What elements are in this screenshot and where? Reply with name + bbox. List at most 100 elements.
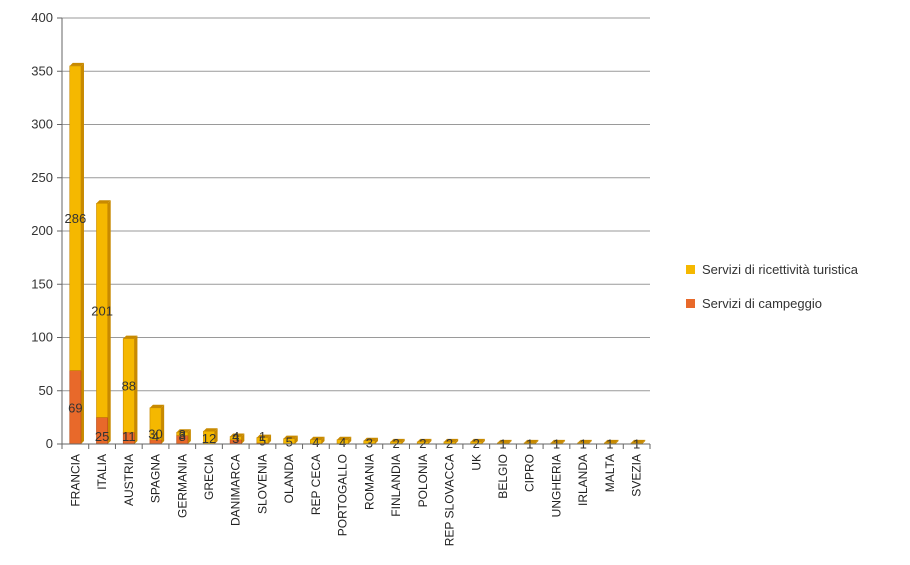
data-label-ricettivita: 5 — [286, 434, 293, 449]
bar-ricettivita-italia — [96, 203, 109, 418]
bar-side — [428, 438, 432, 444]
x-tick-label: SPAGNA — [149, 454, 163, 503]
bar-top — [390, 438, 405, 442]
bar-top — [230, 433, 245, 437]
legend: Servizi di ricettività turistica Servizi… — [686, 262, 859, 311]
y-tick-label: 50 — [39, 383, 53, 398]
bar-side — [615, 439, 619, 444]
data-label-campeggio: 1 — [259, 429, 266, 444]
data-label-ricettivita: 286 — [65, 211, 87, 226]
x-tick-label: GRECIA — [202, 454, 216, 500]
x-tick-label: ROMANIA — [362, 454, 376, 510]
bar-ricettivita-germania — [176, 431, 189, 436]
bar-top — [149, 404, 165, 408]
data-label-campeggio: 69 — [68, 400, 82, 415]
bar-top — [524, 439, 539, 443]
x-tick-label: POLONIA — [416, 454, 430, 507]
x-tick-label: PORTOGALLO — [336, 454, 350, 536]
bar-side — [481, 438, 485, 444]
bar-ricettivita-spagna — [149, 407, 162, 441]
x-tick-label: FINLANDIA — [389, 454, 403, 517]
bar-top — [256, 434, 272, 438]
x-axis: FRANCIA ITALIA AUSTRIA SPAGNA GERMANIA GRECIA… — [61, 443, 651, 546]
bar-top — [310, 436, 325, 440]
data-label-ricettivita: 2 — [446, 436, 453, 451]
legend-label-campeggio: Servizi di campeggio — [702, 296, 822, 311]
data-label-campeggio: 8 — [179, 429, 186, 444]
bar-top — [176, 429, 191, 433]
bar-side — [455, 438, 459, 444]
bar-side — [294, 435, 298, 444]
bar-top — [96, 200, 111, 204]
data-label-ricettivita: 5 — [259, 433, 266, 448]
bar-side — [401, 438, 405, 444]
data-label-ricettivita: 2 — [392, 436, 399, 451]
data-label-ricettivita: 3 — [232, 431, 239, 446]
bar-top — [203, 428, 218, 432]
bar-top — [417, 438, 432, 442]
bar-side — [187, 429, 191, 444]
legend-swatch-campeggio — [686, 299, 695, 308]
x-tick-label: UNGHERIA — [549, 454, 563, 517]
data-label-ricettivita: 2 — [419, 436, 426, 451]
bar-top — [283, 435, 298, 439]
x-tick-label: FRANCIA — [68, 454, 82, 507]
bar-ricettivita-francia — [69, 65, 82, 371]
bar-side — [321, 436, 325, 444]
data-label-campeggio: 4 — [152, 429, 159, 444]
bar-top — [550, 439, 566, 443]
bars — [69, 62, 646, 445]
bar-side — [161, 404, 165, 444]
x-tick-label: SVEZIA — [630, 454, 644, 497]
bar-top — [123, 335, 138, 339]
y-axis: 0 50 100 150 200 250 300 350 400 — [31, 10, 63, 451]
data-label-ricettivita: 4 — [312, 435, 319, 450]
y-tick-label: 150 — [31, 276, 53, 291]
data-label-campeggio: 25 — [95, 429, 109, 444]
data-label-ricettivita: 30 — [148, 427, 162, 442]
y-tick-label: 250 — [31, 170, 53, 185]
x-tick-label: ITALIA — [95, 454, 109, 490]
x-tick-label: IRLANDA — [576, 454, 590, 506]
bar-side — [80, 62, 84, 445]
data-label-ricettivita: 201 — [91, 303, 113, 318]
bar-ricettivita-danimarca — [229, 436, 242, 441]
data-label-campeggio: 4 — [232, 429, 239, 444]
bar-top — [497, 439, 512, 443]
gridlines — [62, 17, 650, 445]
bar-side — [508, 439, 512, 444]
legend-label-ricettivita: Servizi di ricettività turistica — [702, 262, 859, 277]
bar-top — [337, 436, 352, 440]
x-tick-label: CIPRO — [523, 454, 537, 492]
bar-top — [443, 438, 459, 442]
bar-side — [562, 439, 566, 444]
bar-top — [363, 437, 378, 441]
legend-swatch-ricettivita — [686, 265, 695, 274]
x-tick-label: GERMANIA — [175, 454, 189, 518]
bar-side — [348, 436, 352, 444]
bar-top — [69, 62, 84, 66]
bar-ricettivita-austria — [122, 338, 135, 433]
y-tick-label: 400 — [31, 10, 53, 25]
bar-top — [577, 439, 592, 443]
bar-side — [588, 439, 592, 444]
y-tick-label: 300 — [31, 117, 53, 132]
bar-side — [134, 335, 138, 444]
bar-side — [241, 433, 245, 444]
x-tick-label: REP CECA — [309, 454, 323, 515]
data-label-ricettivita: 3 — [366, 435, 373, 450]
y-tick-label: 200 — [31, 223, 53, 238]
x-tick-label: AUSTRIA — [122, 454, 136, 506]
x-tick-label: MALTA — [603, 454, 617, 492]
y-tick-label: 0 — [46, 436, 53, 451]
bar-side — [535, 439, 539, 444]
y-tick-label: 100 — [31, 330, 53, 345]
bar-top — [631, 439, 646, 443]
bar-ricettivita-slovenia — [256, 437, 269, 444]
bar-top — [604, 439, 619, 443]
bar-side — [642, 439, 646, 444]
x-tick-label: DANIMARCA — [229, 454, 243, 526]
data-label-ricettivita: 2 — [473, 436, 480, 451]
bar-top — [470, 438, 485, 442]
